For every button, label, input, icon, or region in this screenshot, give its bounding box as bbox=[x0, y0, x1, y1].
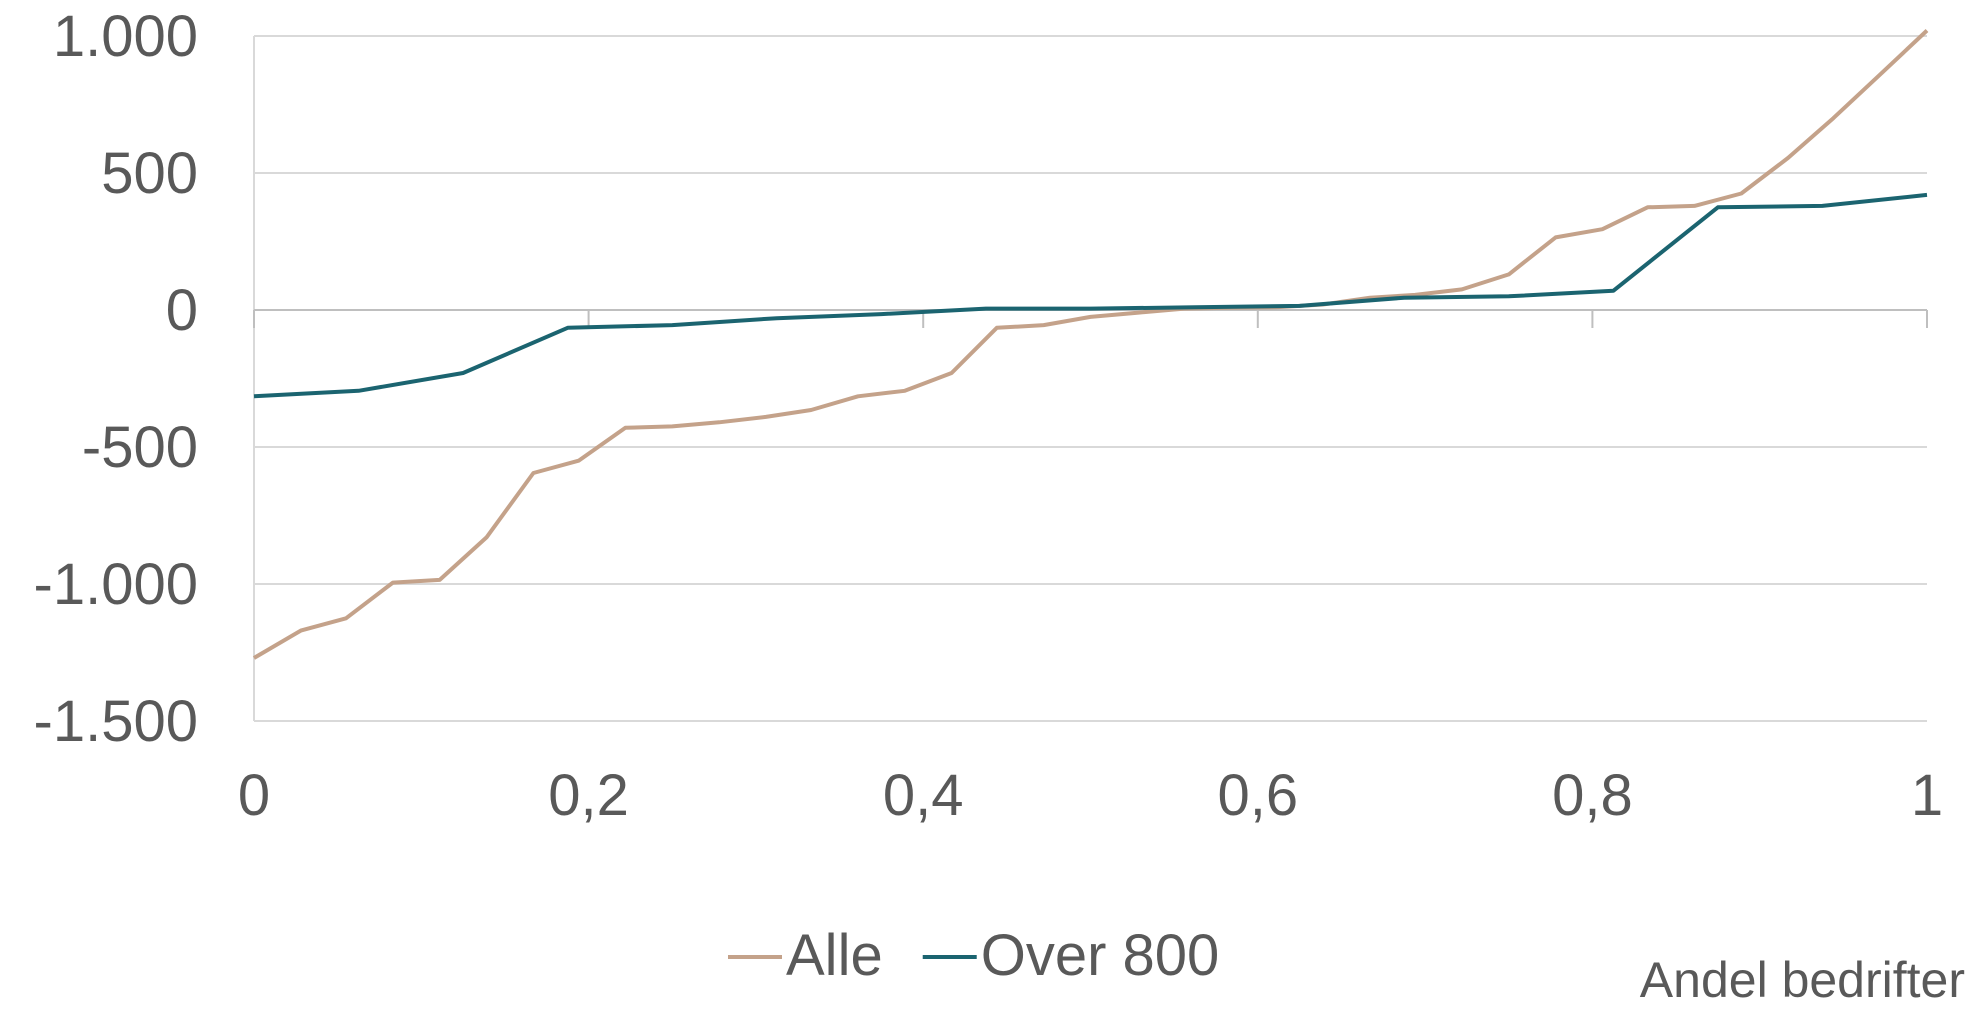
x-tick-label: 0,4 bbox=[883, 763, 964, 828]
axes bbox=[253, 36, 1928, 721]
legend: Alle Over 800 bbox=[728, 923, 1219, 988]
series-line-alle bbox=[252, 29, 1929, 660]
y-axis-tick-labels: 1.000 500 0 -500 -1.000 -1.500 bbox=[34, 4, 198, 754]
y-tick-label: 0 bbox=[166, 278, 198, 343]
y-tick-label: -1.500 bbox=[34, 689, 198, 754]
series-line-over-800 bbox=[253, 192, 1928, 399]
legend-label-alle: Alle bbox=[786, 923, 883, 988]
x-axis-label: Andel bedrifter bbox=[1639, 952, 1965, 1008]
x-tick-label: 0,2 bbox=[548, 763, 629, 828]
y-tick-label: -1.000 bbox=[34, 552, 198, 617]
y-tick-label: -500 bbox=[82, 415, 198, 480]
x-tick-label: 1 bbox=[1911, 763, 1943, 828]
legend-label-over-800: Over 800 bbox=[981, 923, 1220, 988]
grid-lines bbox=[254, 35, 1927, 722]
y-tick-label: 500 bbox=[101, 141, 198, 206]
series-lines bbox=[252, 29, 1929, 660]
x-tick-label: 0,8 bbox=[1552, 763, 1633, 828]
y-tick-label: 1.000 bbox=[53, 4, 198, 69]
x-tick-label: 0,6 bbox=[1217, 763, 1298, 828]
x-tick-label: 0 bbox=[238, 763, 270, 828]
x-axis-tick-labels: 0 0,2 0,4 0,6 0,8 1 bbox=[238, 763, 1943, 828]
